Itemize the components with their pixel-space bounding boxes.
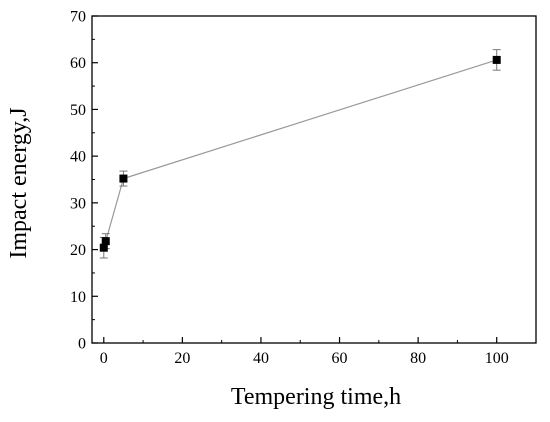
y-tick-label: 60 (70, 55, 86, 72)
y-tick-label: 40 (70, 149, 86, 166)
data-point (119, 174, 128, 183)
axes (91, 15, 537, 344)
y-tick-label: 10 (70, 289, 86, 306)
series-line (103, 59, 497, 248)
x-tick-label: 0 (100, 350, 108, 367)
y-tick-label: 0 (78, 336, 86, 353)
x-tick-label: 60 (332, 350, 348, 367)
y-tick-label: 70 (70, 9, 86, 26)
data-point (492, 55, 501, 64)
data-point (99, 243, 108, 252)
x-tick-label: 100 (485, 350, 509, 367)
ticks: 0 20 40 60 80 100 0 10 20 30 40 50 60 70 (70, 9, 509, 368)
plot-frame (91, 15, 537, 344)
y-tick-label: 30 (70, 195, 86, 212)
series (99, 49, 501, 259)
x-tick-label: 40 (253, 350, 269, 367)
x-axis-title: Tempering time,h (231, 384, 401, 410)
x-tick-label: 20 (174, 350, 190, 367)
y-tick-label: 50 (70, 102, 86, 119)
y-tick-label: 20 (70, 242, 86, 259)
x-tick-label: 80 (410, 350, 426, 367)
y-axis-title: Impact energy,J (6, 107, 32, 258)
data-point (101, 237, 110, 246)
